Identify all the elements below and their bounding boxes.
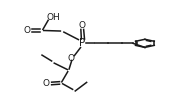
Text: P: P	[79, 38, 85, 48]
Text: O: O	[79, 21, 86, 30]
Text: O: O	[24, 26, 31, 35]
Text: O: O	[43, 79, 50, 88]
Text: OH: OH	[47, 13, 60, 22]
Text: O: O	[67, 54, 74, 63]
